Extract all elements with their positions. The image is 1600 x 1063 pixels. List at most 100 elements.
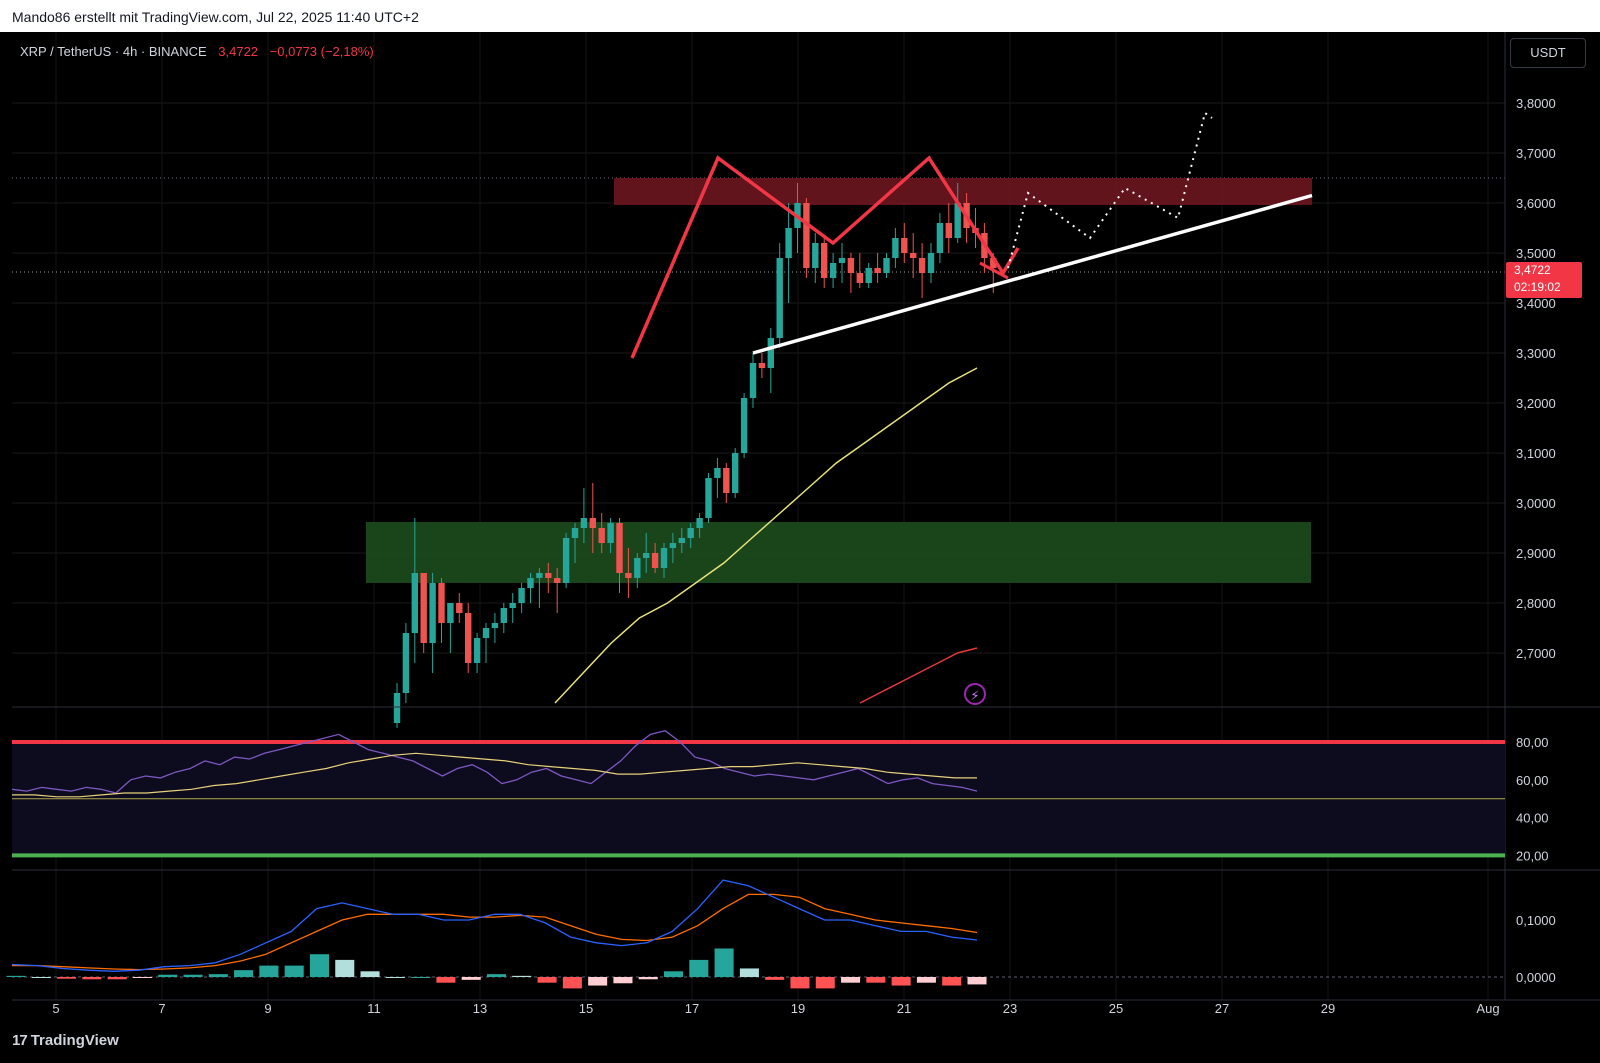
candle-body (892, 238, 899, 258)
time-tick-label: 25 (1109, 1001, 1123, 1016)
macd-histogram-bar (31, 977, 51, 978)
macd-histogram-bar (335, 959, 355, 977)
symbol-name: XRP / TetherUS · 4h · BINANCE (20, 44, 207, 59)
macd-histogram-bar (158, 974, 178, 977)
chart-canvas[interactable]: 3,8000 3,7000 3,6000 3,5000 3,4000 3,3000 3,20… (0, 32, 1600, 1025)
time-tick-label: 17 (685, 1001, 699, 1016)
time-tick-label: 29 (1321, 1001, 1335, 1016)
macd-histogram-bar (411, 977, 431, 978)
rsi-line (11, 729, 978, 794)
bar-countdown: 02:19:02 (1514, 280, 1561, 294)
candle-body (491, 623, 499, 628)
last-price-tag: 3,4722 02:19:02 (1506, 262, 1582, 298)
candle-body (776, 258, 783, 338)
rsi-ma-line (12, 752, 977, 798)
time-tick-label: 23 (1003, 1001, 1017, 1016)
macd-line (11, 879, 978, 972)
rsi-tick-label: 40,00 (1516, 811, 1549, 826)
macd-histogram-bar (562, 977, 582, 989)
candle-body (500, 608, 507, 623)
candle-body (554, 578, 561, 583)
attribution-text: Mando86 erstellt mit TradingView.com, Ju… (12, 9, 419, 25)
candle-body (643, 553, 650, 558)
candle-body (562, 538, 570, 583)
last-price-value: 3,4722 (1514, 263, 1551, 277)
macd-histogram-bar (942, 977, 962, 986)
macd-histogram-bar (537, 977, 557, 983)
symbol-legend[interactable]: XRP / TetherUS · 4h · BINANCE 3,4722 −0,… (20, 44, 374, 59)
time-tick-label: 9 (264, 1001, 271, 1016)
candle-body (473, 638, 481, 663)
candle-body (918, 258, 926, 273)
candle-body (740, 398, 748, 453)
footer: 17 TradingView (0, 1025, 1600, 1063)
candle-body (669, 543, 677, 548)
price-tick-label: 3,0000 (1516, 496, 1556, 511)
candle-body (598, 528, 605, 543)
candle-body (589, 518, 596, 528)
support-zone (366, 522, 1311, 583)
macd-histogram-bar (664, 971, 684, 977)
resistance-zone (614, 178, 1312, 205)
time-tick-label: 13 (473, 1001, 487, 1016)
macd-tick-label: 0,0000 (1516, 970, 1556, 985)
candle-body (936, 223, 944, 253)
candle-body (990, 258, 997, 268)
price-tick-label: 3,3000 (1516, 346, 1556, 361)
macd-histogram-bar (461, 977, 481, 980)
attribution-bar: Mando86 erstellt mit TradingView.com, Ju… (0, 0, 1600, 32)
brand-name: TradingView (30, 1032, 119, 1049)
candle-body (723, 468, 730, 493)
currency-button[interactable]: USDT (1510, 38, 1586, 68)
macd-histogram-bar (183, 974, 203, 977)
ascending-trendline (752, 193, 1313, 355)
candle-body (901, 238, 908, 253)
time-tick-label: 21 (897, 1001, 911, 1016)
sma-fast-line (554, 367, 978, 704)
candle-body (749, 363, 757, 398)
rsi-tick-label: 60,00 (1516, 773, 1549, 788)
candle-body (945, 223, 952, 238)
macd-histogram-bar (360, 971, 380, 977)
projected-path (1007, 111, 1213, 269)
tradingview-mark-icon: 17 (12, 1032, 28, 1049)
candle-body (402, 633, 410, 693)
candle-body (465, 613, 472, 663)
candle-body (714, 468, 721, 478)
candle-body (910, 253, 917, 258)
candle-body (874, 268, 881, 273)
price-tick-label: 3,8000 (1516, 96, 1556, 111)
candle-body (393, 693, 401, 723)
price-tick-label: 2,8000 (1516, 596, 1556, 611)
price-tick-label: 3,5000 (1516, 246, 1556, 261)
legend-price: 3,4722 (218, 44, 259, 59)
candle-body (607, 523, 614, 543)
price-tick-label: 3,1000 (1516, 446, 1556, 461)
macd-signal-line (12, 893, 978, 971)
candle-body (411, 573, 418, 633)
candle-body (518, 588, 525, 603)
macd-histogram-bar (916, 977, 936, 983)
candle-body (429, 583, 436, 643)
candle-body (527, 578, 534, 588)
candle-body (838, 258, 846, 263)
tradingview-logo[interactable]: 17 TradingView (12, 1032, 119, 1049)
double-top-pattern (630, 155, 1020, 359)
macd-histogram-bar (714, 948, 734, 977)
time-tick-label: Aug (1476, 1001, 1499, 1016)
macd-histogram-bar (385, 977, 405, 978)
candle-body (927, 253, 935, 273)
price-tick-label: 2,9000 (1516, 546, 1556, 561)
price-tick-label: 3,4000 (1516, 296, 1556, 311)
candle-body (651, 553, 659, 568)
macd-histogram-bar (284, 965, 304, 977)
candle-body (732, 453, 739, 493)
macd-histogram-bar (815, 977, 835, 989)
rsi-tick-label: 80,00 (1516, 735, 1549, 750)
candle-body (509, 603, 516, 608)
time-tick-label: 27 (1215, 1001, 1229, 1016)
candle-body (954, 203, 961, 238)
macd-histogram-bar (841, 977, 861, 983)
time-tick-label: 11 (367, 1001, 381, 1016)
lightning-icon[interactable]: ⚡ (964, 683, 986, 705)
